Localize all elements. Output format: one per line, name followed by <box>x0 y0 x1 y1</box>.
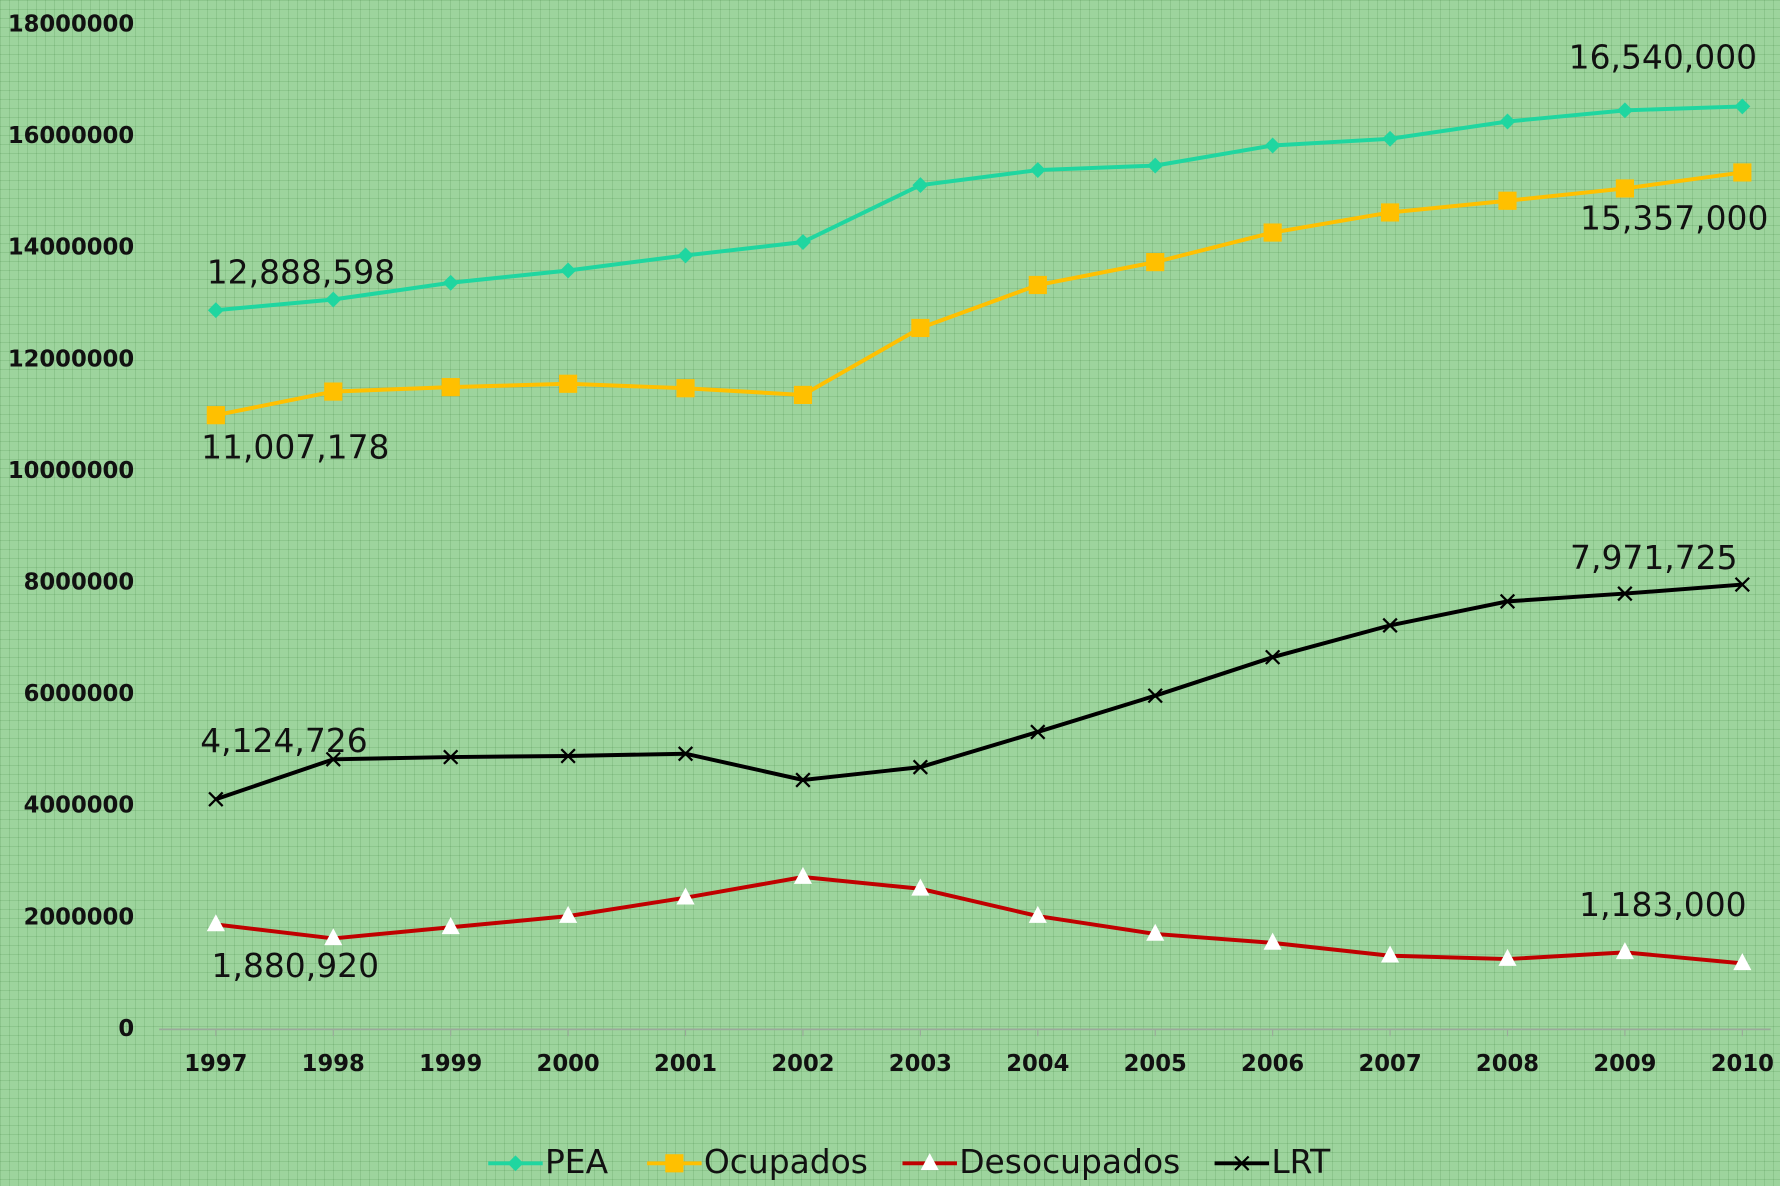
data-point <box>325 292 341 308</box>
data-point <box>1382 131 1398 147</box>
data-point <box>443 275 459 291</box>
data-point <box>442 378 460 396</box>
data-point <box>1617 102 1633 118</box>
data-point <box>560 263 576 279</box>
data-label: 11,007,178 <box>201 428 389 467</box>
x-tick-label: 2004 <box>1006 1051 1069 1077</box>
x-tick-label: 2010 <box>1711 1051 1774 1077</box>
data-point <box>208 302 224 318</box>
y-tick-label: 16000000 <box>8 123 134 149</box>
data-point <box>1264 223 1282 241</box>
data-point <box>678 247 694 263</box>
y-tick-label: 14000000 <box>8 235 134 261</box>
x-tick-label: 2008 <box>1476 1051 1539 1077</box>
x-tick-label: 2000 <box>537 1051 600 1077</box>
x-tick-label: 1997 <box>184 1051 247 1077</box>
data-label: 7,971,725 <box>1570 538 1737 577</box>
data-point <box>1030 162 1046 178</box>
y-tick-label: 6000000 <box>24 681 135 707</box>
data-label: 4,124,726 <box>200 721 367 760</box>
data-point <box>911 319 929 337</box>
data-point <box>794 386 812 404</box>
data-point <box>207 406 225 424</box>
y-tick-label: 8000000 <box>24 569 135 595</box>
legend-label: Desocupados <box>959 1142 1180 1181</box>
data-point <box>559 375 577 393</box>
data-point <box>1265 138 1281 154</box>
data-label: 16,540,000 <box>1569 37 1757 76</box>
x-tick-label: 1999 <box>419 1051 482 1077</box>
legend-label: Ocupados <box>704 1142 868 1181</box>
data-point <box>1733 163 1751 181</box>
data-point <box>1498 192 1516 210</box>
y-tick-label: 12000000 <box>8 346 134 372</box>
x-tick-label: 2005 <box>1124 1051 1187 1077</box>
data-point <box>207 914 225 931</box>
data-point <box>1616 942 1634 959</box>
x-tick-label: 1998 <box>302 1051 365 1077</box>
data-point <box>1381 203 1399 221</box>
x-tick-label: 2009 <box>1593 1051 1656 1077</box>
x-tick-label: 2001 <box>654 1051 717 1077</box>
data-point <box>1029 276 1047 294</box>
series-line <box>216 877 1742 963</box>
series-line <box>216 585 1742 800</box>
legend-label: LRT <box>1271 1142 1331 1181</box>
data-label: 12,888,598 <box>207 252 395 291</box>
legend-label: PEA <box>545 1142 609 1181</box>
chart: 0 2000000 4000000 6000000 8000000 10000000 120… <box>0 0 1780 1186</box>
data-label: 15,357,000 <box>1580 199 1768 238</box>
y-tick-label: 0 <box>118 1016 134 1042</box>
legend-marker <box>508 1155 524 1171</box>
data-point <box>912 177 928 193</box>
y-tick-label: 10000000 <box>8 458 134 484</box>
x-tick-label: 2002 <box>771 1051 834 1077</box>
data-point <box>1500 114 1516 130</box>
y-tick-label: 2000000 <box>24 904 135 930</box>
y-tick-label: 4000000 <box>24 793 135 819</box>
data-point <box>1146 253 1164 271</box>
data-point <box>324 382 342 400</box>
data-point <box>1734 98 1750 114</box>
data-point <box>1616 179 1634 197</box>
data-point <box>676 379 694 397</box>
x-tick-label: 2007 <box>1358 1051 1421 1077</box>
legend-marker <box>665 1154 683 1172</box>
data-point <box>794 867 812 884</box>
y-tick-label: 18000000 <box>8 11 134 37</box>
x-tick-label: 2003 <box>889 1051 952 1077</box>
data-point <box>795 234 811 250</box>
page: 0 2000000 4000000 6000000 8000000 10000000 120… <box>0 0 1780 1186</box>
x-tick-label: 2006 <box>1241 1051 1304 1077</box>
data-label: 1,183,000 <box>1579 885 1746 924</box>
data-label: 1,880,920 <box>212 946 379 985</box>
data-point <box>1147 158 1163 174</box>
